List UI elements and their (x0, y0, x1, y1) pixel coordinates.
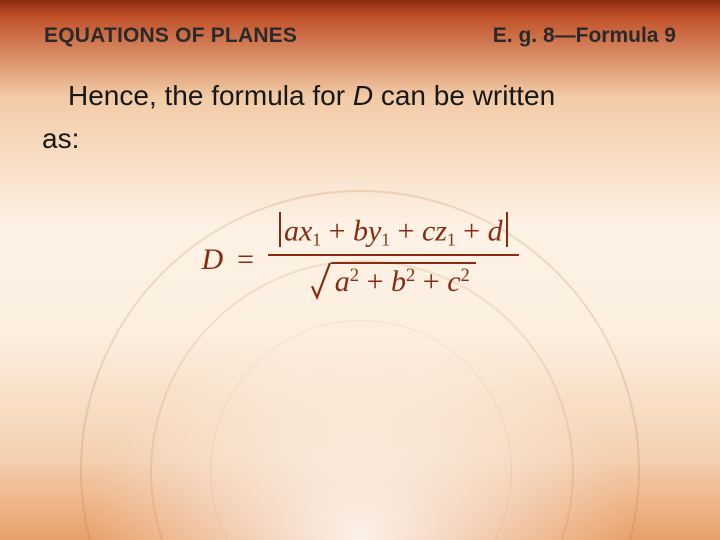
body-text: Hence, the formula for D can be written … (42, 74, 688, 161)
num-term-a: ax (284, 215, 312, 248)
radicand: a2 + b2 + c2 (331, 262, 476, 299)
body-line2: as: (42, 123, 79, 154)
formula-container: D = ax1 + by1 + cz1 + d a2 + b2 + c2 (0, 210, 720, 310)
body-line1-prefix: Hence, the formula for (68, 80, 353, 111)
num-sub-b: 1 (381, 229, 390, 249)
abs-bar-left (279, 212, 281, 247)
den-sup-a: 2 (350, 265, 359, 286)
den-term-c: c (447, 266, 460, 299)
num-term-d: d (488, 215, 503, 248)
radical-icon (311, 262, 331, 299)
num-term-c: cz (422, 215, 447, 248)
num-term-b: by (353, 215, 381, 248)
den-plus-2: + (415, 266, 447, 299)
body-line1-var: D (353, 80, 373, 111)
den-plus-1: + (359, 266, 391, 299)
body-line1-suffix: can be written (373, 80, 555, 111)
fraction-bar (268, 254, 519, 256)
numerator: ax1 + by1 + cz1 + d (268, 210, 519, 252)
den-term-b: b (391, 266, 406, 299)
header-row: EQUATIONS OF PLANES E. g. 8—Formula 9 (0, 24, 720, 48)
num-sub-c: 1 (447, 229, 456, 249)
formula-lhs: D (201, 243, 223, 277)
abs-bar-right (506, 212, 508, 247)
den-sup-b: 2 (406, 265, 415, 286)
denominator: a2 + b2 + c2 (303, 260, 484, 309)
fraction: ax1 + by1 + cz1 + d a2 + b2 + c2 (268, 210, 519, 310)
example-reference: E. g. 8—Formula 9 (493, 24, 676, 48)
num-plus-3: + (456, 215, 488, 248)
square-root: a2 + b2 + c2 (311, 262, 476, 299)
num-plus-2: + (390, 215, 422, 248)
num-plus-1: + (321, 215, 353, 248)
equals-sign: = (237, 243, 254, 277)
distance-formula: D = ax1 + by1 + cz1 + d a2 + b2 + c2 (201, 210, 518, 310)
den-term-a: a (335, 266, 350, 299)
section-title: EQUATIONS OF PLANES (44, 24, 297, 48)
num-sub-a: 1 (312, 229, 321, 249)
den-sup-c: 2 (461, 265, 470, 286)
